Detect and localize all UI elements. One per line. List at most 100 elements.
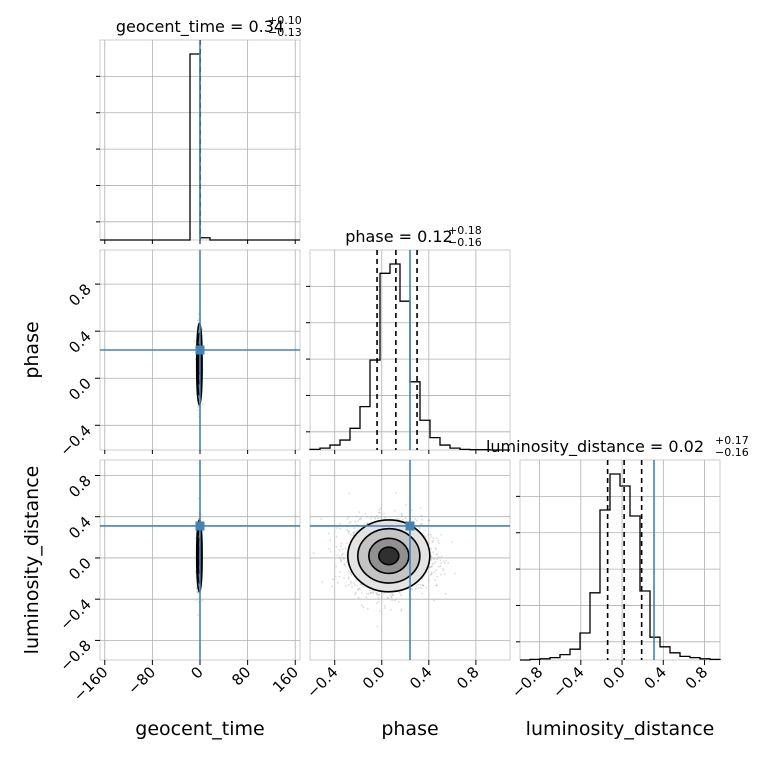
panel-luminosity-distance-vs-phase-sample-point [340,560,342,562]
panel-luminosity-distance-vs-phase-sample-point [415,585,418,588]
panel-luminosity-distance-vs-phase-sample-point [355,591,357,594]
panel-luminosity-distance-vs-phase-sample-point [339,558,342,560]
panel-luminosity-distance-vs-phase-sample-point [419,507,422,509]
panel-luminosity-distance-vs-phase-sample-point [410,509,413,512]
panel-luminosity-distance-vs-phase-sample-point [430,565,433,568]
panel-luminosity-distance-vs-phase-sample-point [369,592,372,594]
panel-luminosity-distance-vs-phase-sample-point [433,558,435,561]
panel-luminosity-distance-vs-phase-sample-point [371,592,374,595]
panel-luminosity-distance-vs-phase-sample-point [354,521,357,524]
panel-luminosity-distance-vs-phase-sample-point [430,571,433,574]
panel-luminosity-distance-vs-phase-sample-point [356,515,358,518]
panel-luminosity-distance-vs-phase-sample-point [347,576,350,579]
panel-luminosity-distance-vs-phase-sample-point [320,518,323,520]
panel-luminosity-distance-vs-phase-sample-point [358,518,361,521]
panel-luminosity-distance-vs-phase-sample-point [435,553,438,556]
panel-luminosity-distance-vs-phase-sample-point [387,596,390,599]
panel-luminosity-distance-vs-phase-sample-point [360,518,363,521]
panel-luminosity-distance-vs-phase-sample-point [440,573,442,576]
xtick-label-luminosity_distance-2: 0.0 [599,663,629,693]
ytick-label-phase-3: 0.8 [65,280,95,310]
panel-luminosity-distance-vs-phase-sample-point [358,587,361,590]
panel-luminosity-distance-vs-phase-sample-point [378,594,381,596]
panel-luminosity-distance-vs-phase-sample-point [436,575,439,578]
panel-luminosity-distance-vs-geocent-time-sample-point [197,592,200,594]
panel-luminosity-distance-vs-phase-sample-point [343,577,345,580]
panel-luminosity-distance-vs-phase-sample-point [430,573,433,576]
panel-luminosity-distance-vs-phase-sample-point [434,547,437,549]
panel-luminosity-distance-vs-phase-sample-point [432,537,435,540]
panel-luminosity-distance-vs-phase-sample-point [378,610,381,612]
panel-luminosity-distance-vs-phase-sample-point [341,555,343,558]
panel-luminosity-distance-vs-phase-sample-point [354,584,356,586]
panel-luminosity-distance-vs-phase-sample-point [433,571,436,574]
panel-luminosity-distance-vs-phase-sample-point [384,516,387,519]
panel-luminosity-distance-vs-phase-sample-point [359,588,361,590]
panel-luminosity-distance-vs-phase-sample-point [411,588,414,591]
panel-luminosity-distance-vs-phase-sample-point [353,527,356,530]
panel-luminosity-distance-vs-phase-sample-point [417,587,420,590]
panel-luminosity-distance-vs-phase-sample-point [398,600,400,603]
panel-luminosity-distance-vs-phase-sample-point [365,596,368,599]
title-geocent-time: geocent_time = 0.34 [116,17,284,37]
panel-phase-vs-geocent-time-sample-point [197,319,199,322]
panel-luminosity-distance-vs-phase-sample-point [442,560,445,563]
panel-luminosity-distance-vs-phase-sample-point [444,562,446,565]
panel-luminosity-distance-vs-phase-sample-point [356,585,358,587]
panel-luminosity-distance-vs-phase-sample-point [349,580,352,583]
panel-luminosity-distance-vs-phase-sample-point [427,533,430,536]
panel-luminosity-distance-vs-phase-sample-point [346,518,349,520]
panel-luminosity-distance-vs-phase-sample-point [431,541,434,543]
panel-luminosity-distance-vs-phase-sample-point [381,595,383,598]
panel-luminosity-distance-hist-frame [519,459,721,661]
panel-luminosity-distance-vs-phase-sample-point [350,533,352,536]
panel-luminosity-distance-vs-phase-sample-point [421,523,423,525]
panel-phase-vs-geocent-time-sample-point [197,405,200,408]
panel-luminosity-distance-vs-phase-sample-point [374,517,377,520]
panel-luminosity-distance-vs-phase-sample-point [454,572,456,575]
panel-luminosity-distance-vs-phase-sample-point [369,591,372,594]
panel-luminosity-distance-vs-phase-sample-point [370,517,372,520]
panel-phase-vs-geocent-time-sample-point [197,313,200,315]
panel-luminosity-distance-vs-phase-sample-point [427,579,430,582]
panel-luminosity-distance-vs-phase-sample-point [340,559,342,561]
panel-luminosity-distance-vs-phase-sample-point [391,592,393,595]
panel-luminosity-distance-vs-geocent-time-truth-marker [195,521,205,531]
panel-luminosity-distance-vs-phase-sample-point [378,509,381,511]
xtick-label-phase-2: 0.4 [406,663,436,693]
ytick-label-luminosity_distance-2: 0.0 [65,554,95,584]
panel-luminosity-distance-vs-phase-sample-point [376,625,379,628]
panel-luminosity-distance-vs-phase-sample-point [362,585,365,588]
panel-luminosity-distance-vs-phase-sample-point [445,559,447,562]
panel-luminosity-distance-vs-phase-sample-point [444,592,447,595]
title-phase-sub: −0.16 [448,236,482,249]
panel-luminosity-distance-vs-phase-sample-point [443,573,446,575]
title-luminosity-distance-sup: +0.17 [715,434,749,447]
panel-luminosity-distance-vs-phase-sample-point [414,518,417,520]
panel-luminosity-distance-vs-phase-sample-point [376,592,379,595]
panel-luminosity-distance-vs-geocent-time-sample-point [201,599,204,602]
xtick-label-luminosity_distance-4: 0.8 [682,663,712,693]
xlabel-geocent-time: geocent_time [135,718,264,740]
ytick-label-phase-0: −0.4 [56,421,94,459]
panel-luminosity-distance-vs-phase-sample-point [334,575,337,578]
panel-luminosity-distance-vs-phase-sample-point [352,531,355,534]
panel-luminosity-distance-vs-phase-sample-point [345,585,347,587]
panel-luminosity-distance-vs-phase-sample-point [368,589,371,592]
xtick-label-geocent_time-4: 160 [269,663,302,696]
panel-luminosity-distance-vs-phase-sample-point [410,588,413,590]
panel-luminosity-distance-vs-phase-sample-point [339,571,342,573]
panel-luminosity-distance-vs-phase-sample-point [420,514,423,517]
panel-luminosity-distance-vs-phase-sample-point [351,586,353,588]
panel-luminosity-distance-vs-phase-contour-0 [378,546,400,566]
panel-luminosity-distance-hist-hist-outline [520,473,721,661]
panel-phase-hist-hist-outline [309,263,510,451]
panel-luminosity-distance-vs-phase-sample-point [379,507,382,510]
panel-luminosity-distance-vs-phase-sample-point [348,522,351,524]
panel-luminosity-distance-vs-phase-sample-point [331,585,334,588]
panel-luminosity-distance-vs-phase-sample-point [357,520,360,523]
panel-luminosity-distance-vs-phase-sample-point [384,605,386,607]
panel-luminosity-distance-vs-phase-sample-point [338,556,341,559]
panel-luminosity-distance-vs-phase-sample-point [442,567,444,570]
panel-luminosity-distance-vs-phase-sample-point [437,539,439,542]
